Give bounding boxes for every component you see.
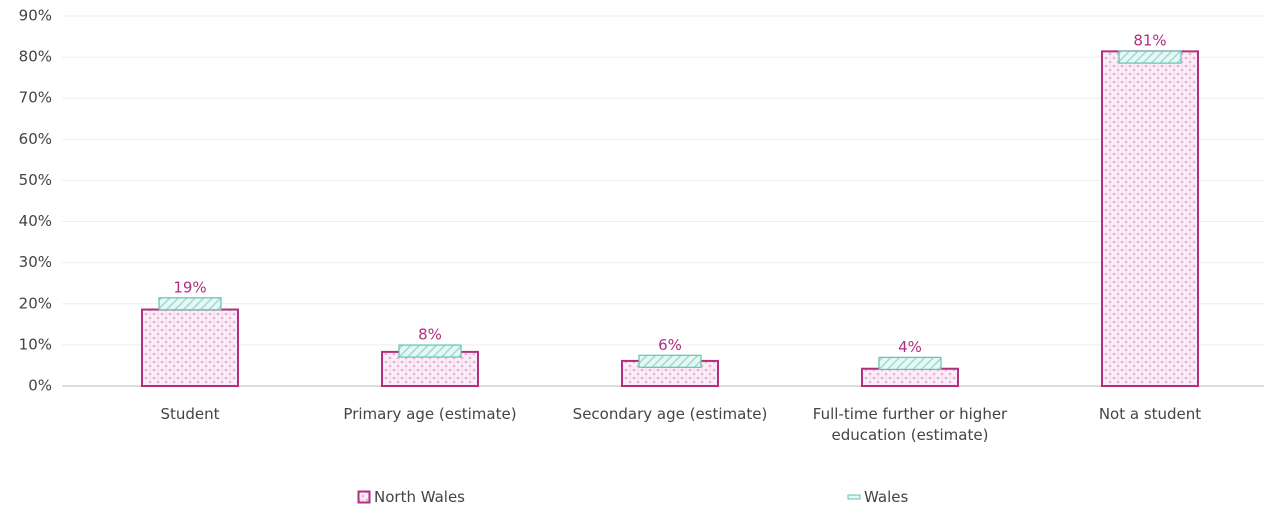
y-tick-label: 40% <box>19 212 52 230</box>
legend-label: Wales <box>864 488 909 506</box>
y-tick-label: 50% <box>19 171 52 189</box>
value-label: 81% <box>1133 32 1166 50</box>
marker <box>158 297 222 311</box>
bar <box>1101 50 1199 387</box>
bar <box>141 308 239 387</box>
legend-icon <box>357 490 371 504</box>
legend-label: North Wales <box>374 488 465 506</box>
x-tick-label: Not a student <box>1098 405 1202 423</box>
value-label: 6% <box>658 336 682 354</box>
legend-item: North Wales <box>357 488 465 506</box>
y-tick-label: 70% <box>19 89 52 107</box>
legend-icon <box>847 494 861 500</box>
value-label: 4% <box>898 338 922 356</box>
y-tick-label: 90% <box>19 7 52 25</box>
x-tick-label: Student <box>160 405 220 423</box>
x-tick-label: Full-time further or higher education (e… <box>812 405 1008 444</box>
marker <box>878 356 942 370</box>
x-tick-label: Secondary age (estimate) <box>572 405 768 423</box>
y-tick-label: 0% <box>28 377 52 395</box>
y-tick-label: 10% <box>19 335 52 353</box>
y-tick-label: 20% <box>19 294 52 312</box>
y-tick-label: 30% <box>19 253 52 271</box>
legend-item: Wales <box>847 488 908 506</box>
y-tick-label: 80% <box>19 48 52 66</box>
marker <box>638 354 702 368</box>
value-label: 19% <box>173 278 206 296</box>
value-label: 8% <box>418 326 442 344</box>
marker <box>1118 50 1182 64</box>
bar <box>861 367 959 388</box>
marker <box>398 344 462 358</box>
x-tick-label: Primary age (estimate) <box>343 405 517 423</box>
y-tick-label: 60% <box>19 130 52 148</box>
